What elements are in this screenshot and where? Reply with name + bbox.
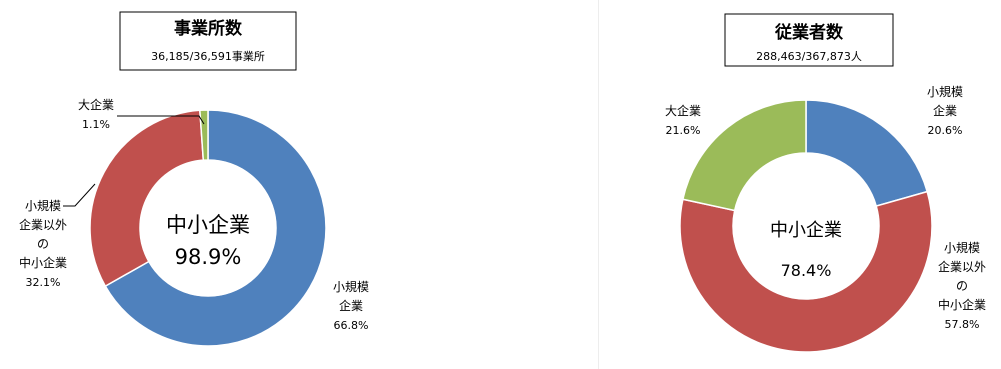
slice-value-label: 57.8% [945,318,980,331]
slice-label-line: 大企業 [78,97,114,112]
slice-label-line: の [37,237,49,251]
slice-label-line: の [956,279,968,293]
donut-chart-2: 従業者数288,463/367,873人中小企業78.4%小規模企業20.6%小… [665,13,986,353]
donut-hole [139,159,277,297]
slice-label: 大企業 21.6% [665,103,701,137]
slice-label-line: 企業以外 [19,217,67,232]
donut-chart-1: 事業所数36,185/36,591事業所中小企業98.9%小規模企業66.8%小… [19,11,369,347]
slice-value-label: 21.6% [666,124,701,137]
slice-label-line: 中小企業 [19,255,67,270]
slice-value-label: 20.6% [928,124,963,137]
slice-label: 大企業 1.1% [78,97,114,131]
chart-subtitle: 288,463/367,873人 [756,50,862,63]
leader-line [63,183,96,207]
slice-label-line: 小規模 [927,84,963,99]
title-frame [724,13,894,67]
chart-divider [598,0,599,369]
center-label: 中小企業 [166,213,250,237]
slice-label-line: 企業 [339,298,363,313]
slice-value-label: 66.8% [334,319,369,332]
slice-value-label: 1.1% [82,118,110,131]
slice-label-line: 小規模 [25,198,61,213]
center-value: 98.9% [175,245,242,269]
center-value: 78.4% [781,261,832,280]
slice-label-line: 中小企業 [938,297,986,312]
chart-subtitle: 36,185/36,591事業所 [151,50,265,63]
center-label: 中小企業 [770,220,842,241]
slice-label-line: 企業 [933,103,957,118]
leader-line [117,115,205,125]
chart-title: 従業者数 [774,22,844,43]
slice-value-label: 32.1% [26,276,61,289]
chart-title: 事業所数 [174,18,243,39]
slice-label-line: 企業以外 [938,259,986,274]
slice-label-line: 大企業 [665,103,701,118]
slice-label-line: 小規模 [333,279,369,294]
donut-hole [732,152,880,300]
slice-label-line: 小規模 [944,240,980,255]
title-frame [119,11,297,71]
